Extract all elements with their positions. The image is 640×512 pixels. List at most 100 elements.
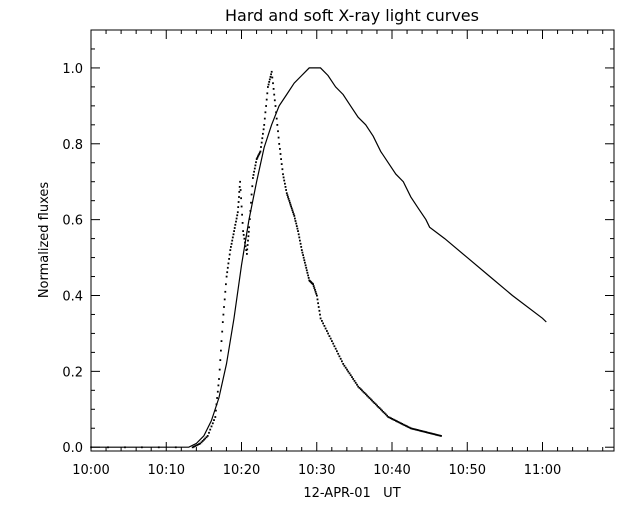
data-point: [253, 170, 255, 173]
data-point: [208, 431, 210, 434]
data-point: [297, 233, 300, 236]
data-point: [303, 259, 306, 262]
data-point: [241, 222, 244, 224]
data-point: [236, 211, 239, 214]
data-point: [391, 418, 393, 420]
data-point: [286, 194, 289, 196]
data-point: [235, 217, 238, 220]
data-point: [239, 189, 242, 191]
data-point: [261, 137, 264, 140]
data-point: [298, 236, 301, 239]
data-point: [246, 248, 249, 251]
data-point: [428, 432, 431, 434]
data-point: [269, 76, 272, 78]
data-point: [258, 151, 261, 154]
data-point: [304, 264, 307, 267]
data-point: [397, 421, 400, 423]
data-point: [390, 417, 392, 420]
data-point: [248, 218, 251, 220]
data-point: [198, 443, 200, 445]
data-point: [226, 266, 229, 269]
data-point: [273, 93, 276, 96]
data-point: [231, 236, 234, 239]
data-point: [295, 225, 298, 227]
data-point: [246, 253, 248, 255]
data-point: [277, 130, 279, 133]
data-point: [249, 210, 252, 212]
data-point: [336, 350, 338, 353]
data-point: [395, 419, 397, 422]
data-point: [285, 192, 288, 195]
data-point: [228, 258, 230, 260]
data-point: [242, 234, 245, 236]
data-point: [426, 431, 429, 434]
data-point: [226, 271, 229, 274]
data-point: [224, 290, 227, 293]
data-point: [265, 98, 268, 101]
data-point: [436, 434, 439, 436]
data-point: [250, 201, 252, 204]
data-point: [358, 387, 361, 389]
data-point: [372, 400, 375, 403]
data-point: [228, 253, 231, 256]
data-point: [285, 189, 287, 191]
data-point: [383, 412, 386, 415]
data-point: [300, 246, 303, 248]
data-point: [267, 86, 269, 88]
data-point: [438, 434, 441, 437]
data-point: [209, 428, 212, 431]
data-point: [275, 117, 278, 120]
data-point: [216, 390, 219, 393]
data-point: [305, 269, 308, 272]
data-point: [290, 205, 292, 208]
data-point: [90, 446, 92, 449]
data-point: [220, 340, 223, 342]
data-point: [200, 441, 203, 444]
data-point: [201, 440, 204, 442]
data-point: [219, 359, 222, 361]
data-point: [333, 345, 336, 348]
data-point: [257, 155, 259, 158]
data-point: [377, 406, 380, 408]
data-point: [270, 70, 273, 73]
data-point: [334, 347, 337, 350]
data-point: [272, 88, 275, 90]
data-point: [238, 186, 241, 188]
data-point: [246, 244, 249, 246]
data-point: [417, 429, 420, 432]
data-point: [328, 335, 331, 337]
data-point: [307, 274, 309, 277]
axis-ticks: 10:00 10:10 10:20 10:30 10:40 10:50 11:00 0.0 0.…: [62, 30, 614, 478]
data-point: [237, 201, 240, 203]
data-point: [366, 394, 368, 397]
data-point: [392, 418, 395, 421]
data-point: [255, 158, 258, 160]
data-point: [263, 117, 266, 120]
data-point: [174, 446, 177, 449]
data-point: [406, 425, 409, 428]
data-point: [312, 283, 314, 286]
data-point: [388, 416, 391, 419]
data-point: [413, 428, 416, 431]
data-point: [354, 381, 357, 384]
data-point: [289, 203, 292, 206]
data-point: [256, 156, 259, 159]
data-point: [353, 380, 356, 382]
data-point: [231, 239, 234, 242]
data-point: [367, 395, 370, 398]
data-point: [348, 372, 351, 375]
data-point: [240, 197, 242, 200]
data-point: [294, 220, 297, 222]
data-point: [382, 411, 385, 413]
data-point: [141, 446, 143, 449]
data-point: [243, 237, 246, 240]
data-point: [244, 241, 246, 244]
data-point: [291, 209, 294, 212]
data-point: [316, 298, 319, 301]
data-point: [437, 434, 440, 437]
data-point: [248, 226, 250, 229]
data-point: [332, 342, 335, 345]
data-point: [369, 398, 372, 401]
data-point: [227, 262, 230, 265]
series-dots-2: [90, 70, 442, 449]
